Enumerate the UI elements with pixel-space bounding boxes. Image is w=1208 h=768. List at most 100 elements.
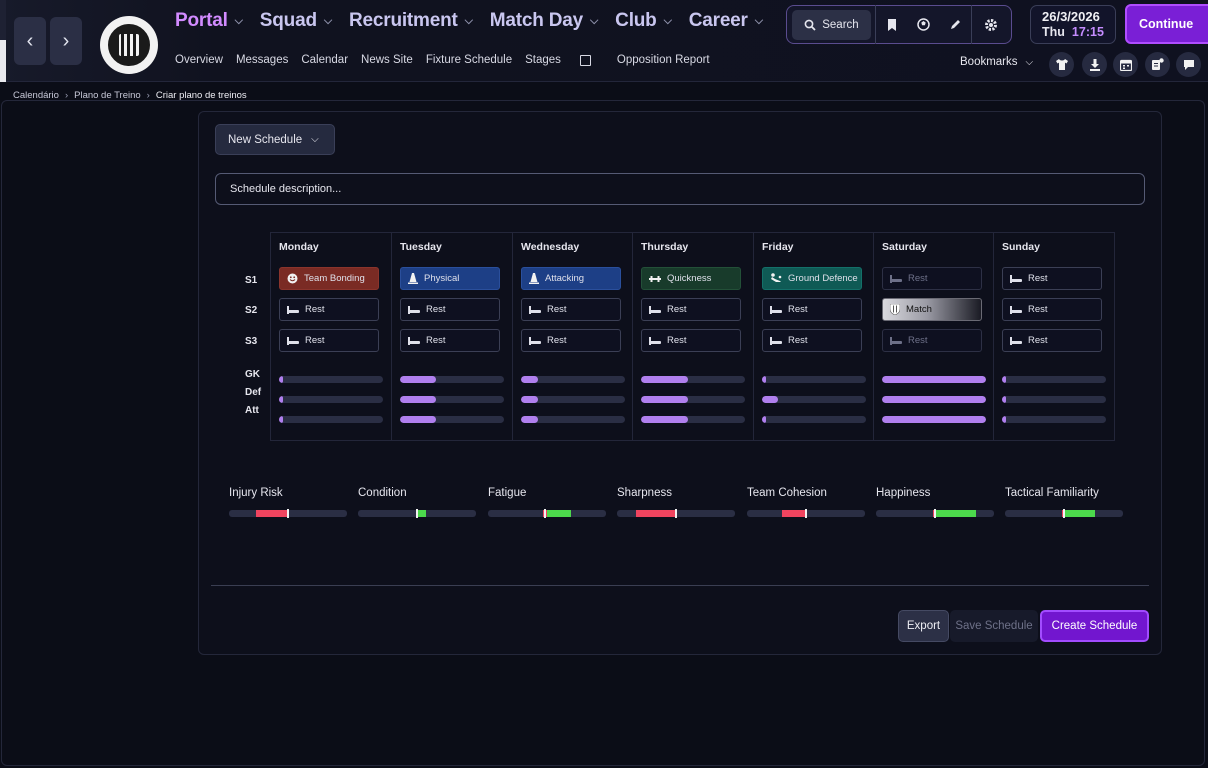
day-name: Tuesday: [400, 241, 442, 253]
session-slot-3[interactable]: Rest: [400, 329, 500, 352]
bed-icon: [287, 336, 299, 345]
load-label-gk: GK: [245, 369, 260, 380]
session-label-s3: S3: [245, 336, 258, 347]
session-label: Rest: [1028, 304, 1048, 315]
nav-label: Squad: [259, 10, 317, 31]
session-slot-2[interactable]: Rest: [279, 298, 379, 321]
breadcrumb-plano-de-treino[interactable]: Plano de Treino: [74, 90, 141, 101]
back-button[interactable]: ‹: [14, 17, 46, 65]
edit-button[interactable]: [939, 5, 971, 44]
main-nav: Portal ⌵ Squad ⌵ Recruitment ⌵ Match Day ⌵ C…: [175, 10, 780, 32]
notes-button[interactable]: [1145, 52, 1170, 77]
session-slot-3[interactable]: Rest: [279, 329, 379, 352]
load-label-def: Def: [245, 387, 262, 398]
load-bar-fill: [279, 396, 284, 403]
nav-recruitment[interactable]: Recruitment ⌵: [349, 10, 473, 32]
shirt-icon: [1055, 59, 1068, 70]
breadcrumb-calendario[interactable]: Calendário: [13, 90, 59, 101]
breadcrumb: Calendário › Plano de Treino › Criar pla…: [13, 90, 247, 101]
nav-club[interactable]: Club ⌵: [615, 10, 672, 32]
subnav-overview[interactable]: Overview: [175, 54, 223, 66]
tackle-icon: [770, 273, 782, 284]
meter-current-marker: [543, 509, 546, 518]
session-slot-3[interactable]: Rest: [762, 329, 862, 352]
session-slot-2[interactable]: Rest: [641, 298, 741, 321]
session-slot-2[interactable]: Match: [882, 298, 982, 321]
subnav-calendar[interactable]: Calendar: [301, 54, 349, 66]
nav-portal[interactable]: Portal ⌵: [175, 10, 243, 32]
session-slot-3[interactable]: Rest: [521, 329, 621, 352]
load-bar-gk: [882, 376, 986, 383]
session-label: Rest: [547, 335, 567, 346]
session-slot-1[interactable]: Quickness: [641, 267, 741, 290]
bookmarks-dropdown[interactable]: Bookmarks ⌵: [960, 56, 1033, 68]
subnav-news-site[interactable]: News Site: [361, 54, 413, 66]
schedule-select-dropdown[interactable]: New Schedule ⌵: [215, 124, 335, 155]
load-bar-fill: [279, 376, 284, 383]
save-schedule-button[interactable]: Save Schedule: [950, 610, 1038, 642]
forward-button[interactable]: ›: [50, 17, 82, 65]
continue-button[interactable]: Continue: [1125, 4, 1208, 44]
nav-career[interactable]: Career ⌵: [689, 10, 763, 32]
day-name: Monday: [279, 241, 319, 253]
export-button[interactable]: Export: [898, 610, 949, 642]
date-time-display[interactable]: 26/3/2026 Thu 17:15: [1030, 5, 1116, 44]
chevron-down-icon: ⌵: [663, 14, 672, 27]
download-icon: [1089, 58, 1100, 71]
load-bar-def: [521, 396, 625, 403]
session-slot-1[interactable]: Ground Defence: [762, 267, 862, 290]
session-label: Quickness: [667, 273, 712, 284]
bed-icon: [890, 274, 902, 283]
create-schedule-button[interactable]: Create Schedule: [1040, 610, 1149, 642]
bed-icon: [1010, 274, 1022, 283]
session-label: Rest: [426, 335, 446, 346]
session-slot-1[interactable]: Team Bonding: [279, 267, 379, 290]
load-bar-fill: [641, 376, 688, 383]
nav-match-day[interactable]: Match Day ⌵: [490, 10, 599, 32]
session-slot-2[interactable]: Rest: [521, 298, 621, 321]
bookmark-button[interactable]: [876, 5, 908, 44]
subnav-stages[interactable]: Stages: [525, 54, 604, 66]
meter-current-marker: [675, 509, 677, 518]
session-label: Rest: [667, 304, 687, 315]
meter-change-segment: [417, 510, 427, 517]
session-slot-2[interactable]: Rest: [762, 298, 862, 321]
meter-happiness: Happiness: [876, 487, 996, 518]
load-bar-fill: [521, 396, 538, 403]
subnav-fixture-schedule[interactable]: Fixture Schedule: [425, 54, 513, 66]
session-label: Rest: [788, 304, 808, 315]
session-slot-1[interactable]: Attacking: [521, 267, 621, 290]
kit-button[interactable]: [1049, 52, 1074, 77]
nav-squad[interactable]: Squad ⌵: [260, 10, 332, 32]
session-slot-1[interactable]: Rest: [1002, 267, 1102, 290]
meter-track: [358, 509, 476, 518]
day-name: Friday: [762, 241, 794, 253]
session-label: Rest: [1028, 273, 1048, 284]
meter-label: Happiness: [876, 487, 931, 499]
session-slot-3[interactable]: Rest: [1002, 329, 1102, 352]
load-bar-gk: [521, 376, 625, 383]
load-bar-gk: [762, 376, 866, 383]
session-slot-1[interactable]: Rest: [882, 267, 982, 290]
download-button[interactable]: [1082, 52, 1107, 77]
settings-button[interactable]: [972, 5, 1011, 44]
session-slot-3[interactable]: Rest: [641, 329, 741, 352]
bed-icon: [287, 305, 299, 314]
meter-label: Tactical Familiarity: [1005, 487, 1099, 499]
search-button[interactable]: Search: [792, 9, 871, 40]
subnav-messages[interactable]: Messages: [235, 54, 289, 66]
session-slot-1[interactable]: Physical: [400, 267, 500, 290]
load-bar-gk: [641, 376, 745, 383]
calendar-button[interactable]: [1113, 52, 1138, 77]
session-slot-3[interactable]: Rest: [882, 329, 982, 352]
club-crest[interactable]: [100, 16, 158, 74]
schedule-description-input[interactable]: Schedule description...: [215, 173, 1145, 205]
meter-label: Team Cohesion: [747, 487, 827, 499]
ball-button[interactable]: [907, 5, 939, 44]
chat-button[interactable]: [1176, 52, 1201, 77]
meter-change-segment: [1064, 510, 1095, 517]
session-slot-2[interactable]: Rest: [1002, 298, 1102, 321]
subnav-opposition-report[interactable]: Opposition Report: [616, 54, 710, 66]
session-slot-2[interactable]: Rest: [400, 298, 500, 321]
meter-track: [876, 509, 994, 518]
